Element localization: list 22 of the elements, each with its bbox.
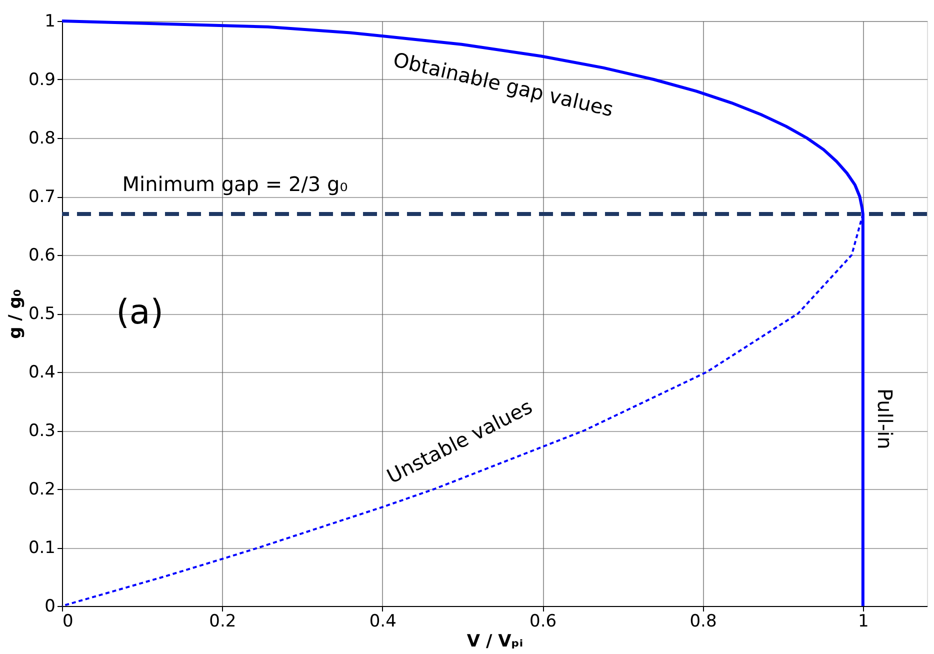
x-tick-label: 0.8 (690, 612, 717, 632)
annotation: Pull-in (872, 388, 897, 450)
annotation: Minimum gap = 2/3 g₀ (122, 172, 348, 196)
y-tick-label: 0.9 (28, 70, 56, 90)
x-tick-label: 0.2 (209, 612, 236, 632)
y-tick-label: 0.4 (28, 362, 56, 382)
y-tick-label: 0.2 (28, 480, 56, 500)
y-tick-label: 0.6 (28, 246, 56, 266)
x-tick-label: 0.6 (530, 612, 557, 632)
y-tick-label: 1 (44, 12, 56, 32)
y-tick-label: 0.8 (28, 128, 56, 148)
y-tick-label: 0.3 (28, 421, 56, 441)
y-tick-label: 0.5 (28, 304, 56, 324)
y-axis-title: g / g₀ (5, 289, 26, 339)
x-axis-title: V / Vₚᵢ (466, 632, 524, 652)
y-tick-label: 0.7 (28, 187, 56, 207)
y-tick-label: 0 (44, 596, 56, 616)
x-tick-label: 0 (62, 612, 74, 632)
x-tick-label: 1 (858, 612, 869, 632)
y-tick-label: 0.1 (28, 538, 56, 558)
x-tick-label: 0.4 (369, 612, 396, 632)
annotation: (a) (116, 292, 164, 332)
